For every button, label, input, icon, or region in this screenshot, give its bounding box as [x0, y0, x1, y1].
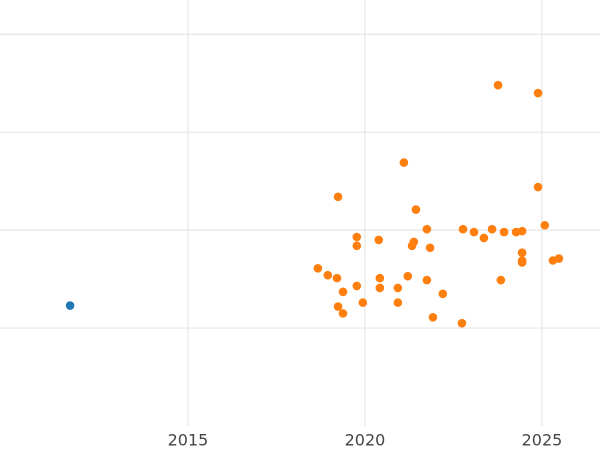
- point: [548, 256, 558, 265]
- x-tick-label: 2015: [168, 431, 209, 450]
- point: [496, 275, 506, 285]
- point: [469, 227, 479, 237]
- x-tick-label: 2025: [522, 431, 563, 450]
- point: [352, 232, 362, 242]
- point: [333, 192, 343, 202]
- point: [374, 235, 384, 245]
- point: [487, 224, 497, 234]
- point: [352, 241, 362, 251]
- point: [375, 273, 385, 283]
- point: [338, 287, 348, 297]
- point: [313, 264, 323, 273]
- point: [517, 226, 527, 236]
- point: [333, 302, 343, 311]
- point: [352, 281, 362, 291]
- point: [533, 182, 543, 192]
- point: [425, 243, 435, 253]
- point: [338, 309, 348, 318]
- point: [403, 271, 413, 281]
- point: [393, 298, 403, 307]
- point: [65, 301, 75, 310]
- point: [457, 318, 467, 328]
- point: [399, 158, 409, 167]
- point: [323, 270, 333, 280]
- point: [517, 258, 527, 267]
- point: [375, 283, 385, 293]
- point: [428, 312, 438, 322]
- x-tick-label: 2020: [345, 431, 386, 450]
- point: [393, 283, 403, 293]
- point: [438, 289, 448, 299]
- point: [422, 224, 432, 234]
- point: [407, 241, 417, 251]
- point: [517, 248, 527, 257]
- point: [533, 88, 543, 98]
- point: [332, 273, 342, 283]
- point: [540, 220, 550, 230]
- point: [479, 233, 489, 243]
- point: [493, 80, 503, 90]
- point: [458, 224, 468, 234]
- point: [411, 205, 421, 214]
- point: [499, 227, 509, 237]
- point: [358, 298, 368, 307]
- point: [422, 275, 432, 285]
